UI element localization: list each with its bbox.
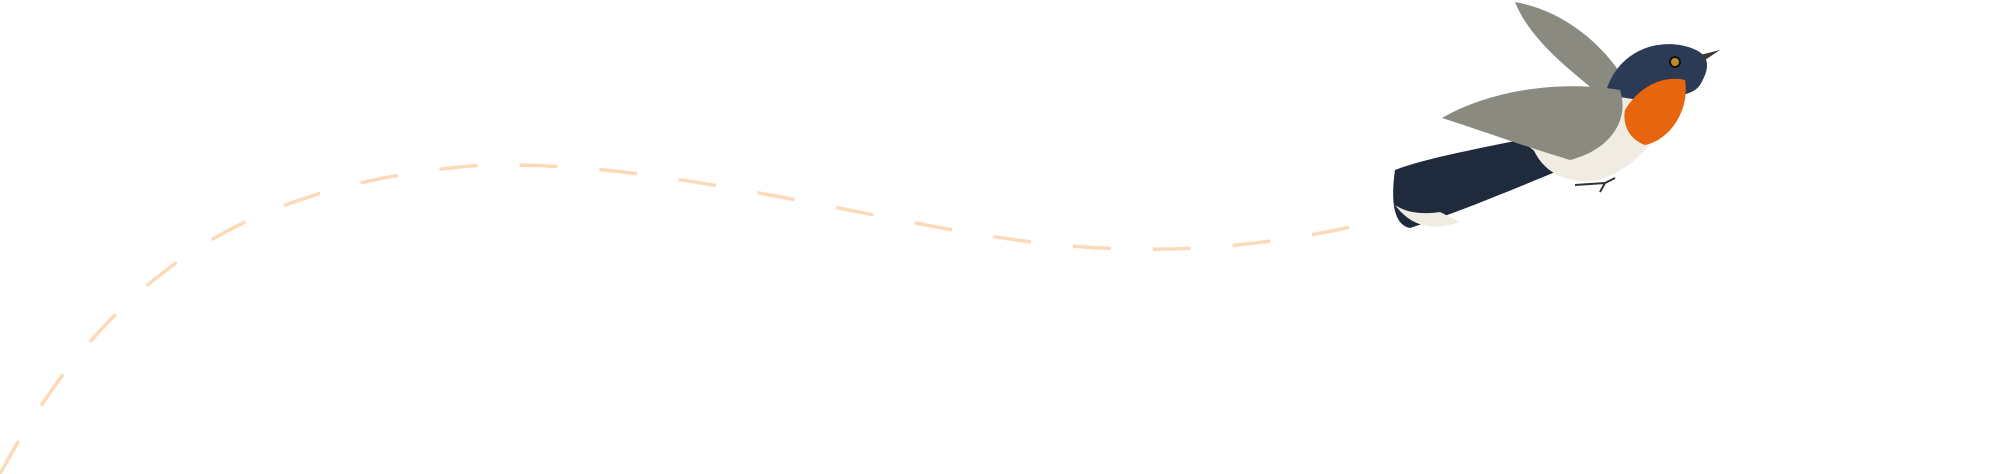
bird-lower-wing — [1442, 86, 1623, 160]
bird-tail — [1393, 140, 1560, 228]
bird-icon — [1393, 2, 1720, 228]
dashed-flight-path — [0, 163, 1361, 474]
bird-foot — [1574, 177, 1616, 193]
bird-tail-tip — [1395, 205, 1460, 227]
bird-throat — [1624, 78, 1686, 145]
bird-beak — [1700, 50, 1720, 62]
bird-upper-wing — [1515, 2, 1625, 95]
bird-eye — [1669, 56, 1681, 68]
